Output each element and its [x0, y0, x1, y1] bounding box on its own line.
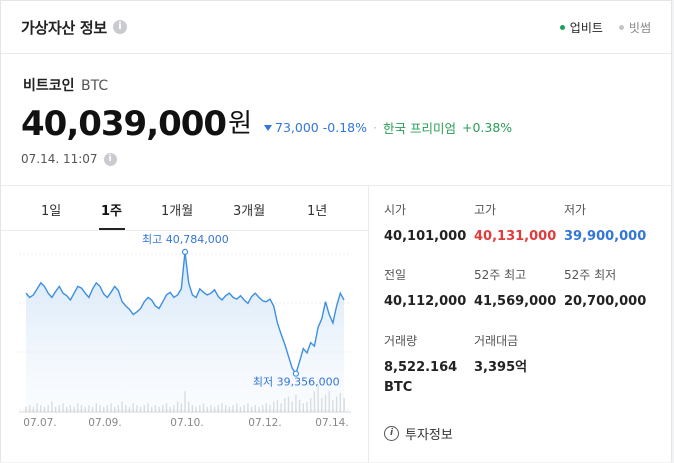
- stat-prev-close: 전일 40,112,000: [384, 266, 474, 311]
- stat-high-label: 고가: [474, 203, 497, 217]
- coin-name: 비트코인: [23, 78, 75, 94]
- stat-52w-low: 52주 최저 20,700,000: [564, 266, 654, 311]
- stat-open: 시가 40,101,000: [384, 201, 474, 246]
- stat-52w-high: 52주 최고 41,569,000: [474, 266, 564, 311]
- stat-volume-value: 8,522.164: [384, 360, 458, 375]
- stat-low-value: 39,900,000: [564, 229, 647, 244]
- stat-open-value: 40,101,000: [384, 229, 467, 244]
- stat-prev-label: 전일: [384, 268, 407, 282]
- x-axis-tick-label: 07.14.: [315, 417, 348, 429]
- stat-open-label: 시가: [384, 203, 407, 217]
- stat-52w-high-value: 41,569,000: [474, 294, 557, 309]
- active-dot-icon: [559, 24, 565, 30]
- stat-low: 저가 39,900,000: [564, 201, 654, 246]
- low-label: 최저 39,356,000: [253, 376, 340, 389]
- info-icon[interactable]: i: [103, 152, 117, 166]
- stat-low-label: 저가: [564, 203, 587, 217]
- separator: ·: [373, 120, 377, 135]
- exchange-upbit[interactable]: 업비트: [559, 19, 603, 36]
- invest-info-label: 투자정보: [405, 428, 453, 443]
- tab-1m[interactable]: 1개월: [161, 204, 194, 219]
- change-percent: -0.18%: [322, 120, 367, 135]
- current-price: 40,039,000: [21, 104, 227, 144]
- price-unit: 원: [228, 109, 253, 139]
- stat-52w-low-value: 20,700,000: [564, 294, 647, 309]
- info-circle-icon: i: [384, 426, 399, 441]
- down-triangle-icon: [264, 124, 273, 131]
- stat-high-value: 40,131,000: [474, 229, 557, 244]
- period-tabs: 1일 1주 1개월 3개월 1년: [1, 186, 368, 231]
- x-axis-tick-label: 07.09.: [88, 417, 121, 429]
- vertical-divider: [368, 185, 369, 463]
- low-marker: [292, 370, 300, 377]
- stat-volume-unit: BTC: [384, 380, 413, 395]
- tab-3m[interactable]: 3개월: [233, 204, 266, 219]
- divider: [1, 185, 673, 186]
- timestamp: 07.14. 11:07: [21, 152, 98, 166]
- korea-premium-label: 한국 프리미엄: [382, 121, 456, 136]
- stat-52w-high-label: 52주 최고: [474, 268, 527, 282]
- tab-1d[interactable]: 1일: [41, 204, 62, 219]
- high-label: 최고 40,784,000: [142, 233, 229, 246]
- price-chart[interactable]: 최고 40,784,000 최저 39,356,000 07.07. 07.09.…: [1, 232, 368, 463]
- stat-prev-value: 40,112,000: [384, 294, 467, 309]
- stat-turnover: 거래대금 3,395억: [474, 332, 564, 377]
- stat-turnover-label: 거래대금: [474, 334, 519, 348]
- stat-high: 고가 40,131,000: [474, 201, 564, 246]
- x-axis-tick-label: 07.07.: [23, 417, 56, 429]
- stat-52w-low-label: 52주 최저: [564, 268, 617, 282]
- exchange-upbit-label: 업비트: [569, 20, 603, 35]
- exchange-toggle: 업비트 빗썸: [559, 19, 651, 36]
- stat-volume-label: 거래량: [384, 334, 418, 348]
- coin-symbol: BTC: [80, 78, 109, 94]
- invest-info-link[interactable]: i 투자정보: [384, 424, 453, 443]
- change-amount: 73,000: [275, 120, 319, 135]
- price-change: 73,000 -0.18% · 한국 프리미엄 +0.38%: [264, 118, 512, 137]
- high-marker: [181, 248, 189, 255]
- price-row: 40,039,000 원 73,000 -0.18% · 한국 프리미엄 +0.…: [21, 104, 512, 144]
- x-axis-tick-label: 07.10.: [170, 417, 203, 429]
- stat-turnover-value: 3,395억: [474, 360, 528, 375]
- info-icon[interactable]: i: [112, 20, 127, 34]
- exchange-bithumb[interactable]: 빗썸: [618, 19, 651, 36]
- coin-title: 비트코인 BTC: [23, 75, 108, 95]
- exchange-bithumb-label: 빗썸: [628, 20, 651, 35]
- tab-1w[interactable]: 1주: [101, 204, 123, 219]
- card-header: 가상자산 정보 i 업비트 빗썸: [1, 1, 671, 54]
- stat-volume: 거래량 8,522.164 BTC: [384, 332, 474, 397]
- x-axis-tick-label: 07.12.: [248, 417, 281, 429]
- tab-1y[interactable]: 1년: [307, 204, 328, 219]
- x-axis-labels: 07.07. 07.09. 07.10. 07.12. 07.14.: [23, 417, 348, 429]
- active-tab-indicator: [99, 228, 125, 230]
- timestamp-row: 07.14. 11:07 i: [21, 152, 117, 166]
- card-title: 가상자산 정보: [21, 18, 107, 37]
- price-area: [26, 251, 344, 410]
- korea-premium-value: +0.38%: [461, 120, 513, 135]
- inactive-dot-icon: [618, 24, 624, 30]
